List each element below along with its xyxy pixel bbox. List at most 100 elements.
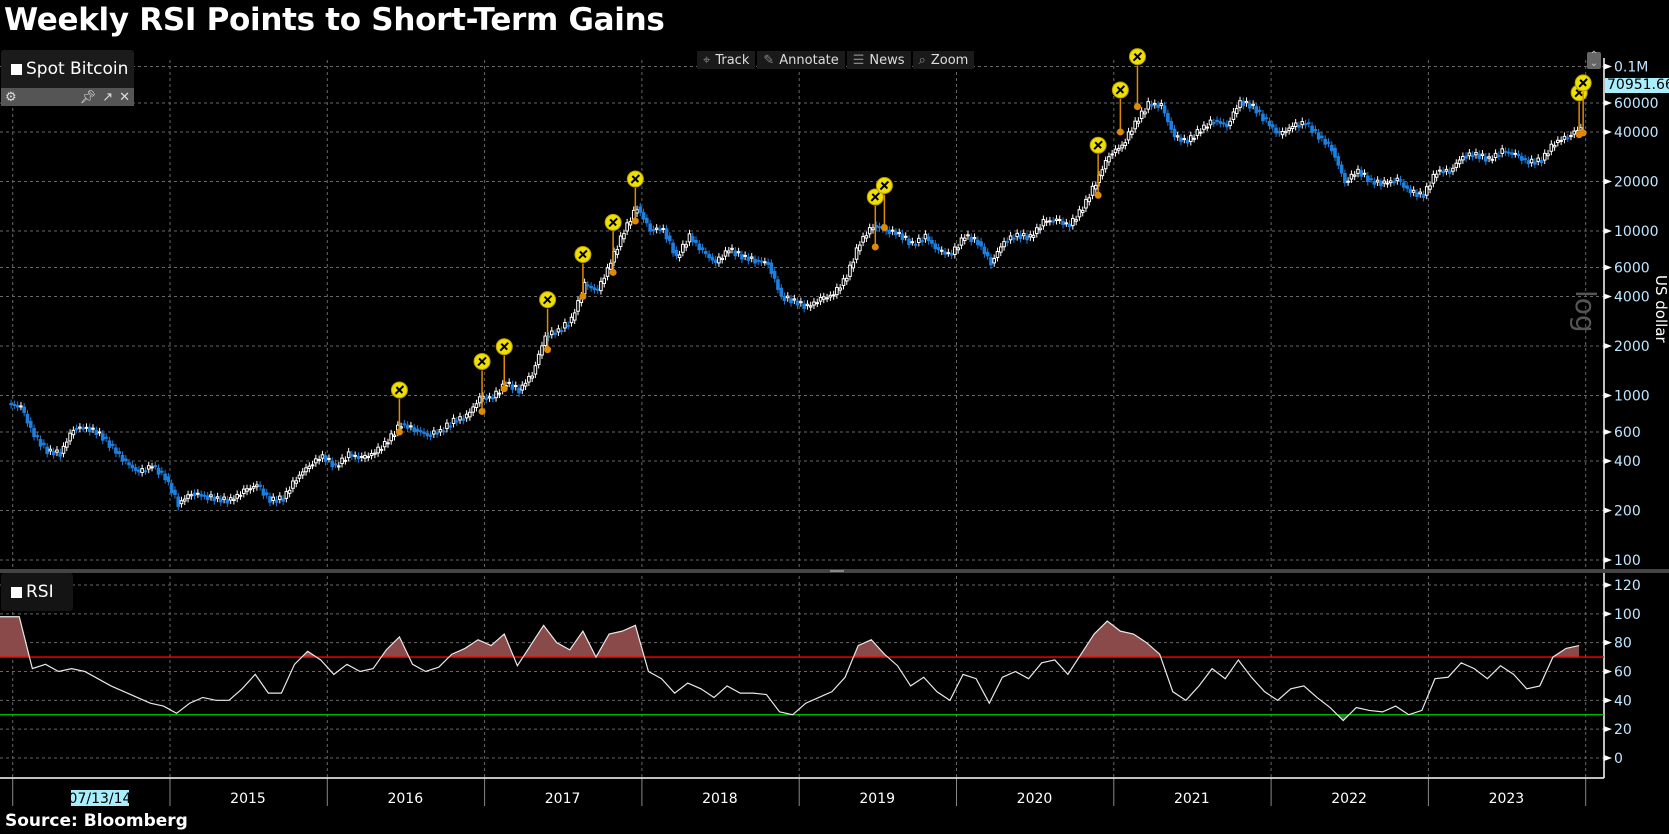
candle-down bbox=[1483, 156, 1488, 162]
price-tick-label: 400 bbox=[1614, 454, 1641, 470]
candle-up bbox=[1346, 180, 1350, 183]
candle-up bbox=[966, 234, 970, 237]
candle-down bbox=[1336, 156, 1341, 166]
price-tick-label: 4000 bbox=[1614, 289, 1650, 305]
candle-up bbox=[1077, 209, 1082, 218]
candle-down bbox=[756, 259, 761, 262]
candle-up bbox=[622, 233, 626, 240]
candle-down bbox=[1018, 234, 1023, 239]
price-tick-label: 1000 bbox=[1614, 389, 1650, 405]
candle-up bbox=[1021, 232, 1026, 237]
candle-down bbox=[35, 435, 40, 438]
candle-up bbox=[1195, 129, 1200, 136]
candle-up bbox=[1123, 142, 1128, 146]
candle-up bbox=[291, 480, 295, 489]
close-icon[interactable]: ✕ bbox=[119, 89, 130, 105]
rsi-legend[interactable]: RSI bbox=[1, 573, 73, 611]
year-label: 2020 bbox=[1017, 791, 1053, 807]
candle-up bbox=[808, 305, 813, 308]
candle-up bbox=[939, 249, 944, 252]
candle-up bbox=[1300, 121, 1305, 126]
rsi-tick-label: 20 bbox=[1614, 722, 1632, 738]
zoom-button[interactable]: ⌕ Zoom bbox=[912, 51, 975, 69]
candle-down bbox=[1241, 100, 1246, 107]
candle-up bbox=[684, 244, 688, 248]
candle-down bbox=[651, 229, 656, 232]
gear-icon[interactable]: ⚙ bbox=[5, 89, 17, 105]
candle-down bbox=[1497, 154, 1501, 157]
candle-up bbox=[1490, 158, 1495, 161]
candle-down bbox=[1339, 164, 1344, 174]
candle-down bbox=[553, 332, 557, 335]
candle-up bbox=[346, 451, 351, 459]
candle-up bbox=[858, 244, 862, 252]
candle-up bbox=[1071, 217, 1075, 227]
candle-up bbox=[1562, 135, 1567, 140]
news-button[interactable]: ☰ News bbox=[846, 51, 911, 69]
candle-down bbox=[163, 473, 167, 481]
candle-down bbox=[1221, 122, 1226, 125]
candle-up bbox=[1500, 148, 1504, 154]
expand-icon[interactable]: ↗ bbox=[102, 89, 114, 105]
candle-down bbox=[1408, 188, 1413, 194]
candle-down bbox=[772, 271, 777, 279]
candle-down bbox=[268, 496, 272, 503]
candle-up bbox=[78, 426, 82, 429]
candle-up bbox=[140, 468, 144, 474]
candle-up bbox=[68, 432, 72, 442]
candle-up bbox=[825, 297, 829, 300]
candle-down bbox=[166, 476, 171, 483]
candle-up bbox=[799, 301, 803, 304]
candle-up bbox=[844, 277, 849, 282]
candle-up bbox=[1208, 119, 1213, 126]
candle-up bbox=[1130, 130, 1134, 135]
candle-up bbox=[1461, 156, 1465, 161]
candle-down bbox=[1516, 153, 1521, 156]
candle-down bbox=[74, 428, 79, 431]
rsi-tick-label: 40 bbox=[1614, 693, 1632, 709]
candle-up bbox=[1031, 234, 1036, 238]
log-scale-label[interactable]: log bbox=[1569, 290, 1602, 333]
candle-down bbox=[81, 427, 85, 430]
rsi-tick-label: 120 bbox=[1614, 578, 1641, 594]
series-legend[interactable]: Spot Bitcoin ⚙ 📌︎ ↗ ✕ bbox=[1, 50, 134, 106]
candle-up bbox=[91, 427, 95, 430]
candle-up bbox=[146, 465, 151, 470]
pin-icon[interactable]: 📌︎ bbox=[79, 89, 97, 105]
candle-down bbox=[192, 492, 197, 496]
price-tick-label: 60000 bbox=[1614, 96, 1659, 112]
candle-up bbox=[972, 237, 977, 240]
marker-dot bbox=[500, 385, 508, 393]
candle-down bbox=[592, 287, 597, 291]
candle-up bbox=[1536, 157, 1541, 162]
candle-down bbox=[101, 433, 105, 441]
tick-arrow bbox=[1604, 264, 1612, 271]
candle-up bbox=[1110, 153, 1114, 156]
candle-up bbox=[609, 262, 613, 270]
candle-up bbox=[717, 256, 721, 264]
candle-down bbox=[160, 470, 164, 473]
candle-up bbox=[556, 328, 561, 333]
candle-down bbox=[356, 455, 361, 460]
candle-up bbox=[1434, 173, 1439, 178]
track-button[interactable]: ⌖ Track bbox=[697, 51, 756, 69]
marker-dot bbox=[1579, 129, 1587, 137]
candle-up bbox=[71, 429, 76, 436]
candle-up bbox=[458, 416, 462, 421]
highlight-date-background bbox=[71, 790, 129, 806]
candle-down bbox=[1510, 152, 1514, 155]
candle-up bbox=[687, 233, 692, 243]
annotate-button[interactable]: ✎ Annotate bbox=[757, 51, 845, 69]
candle-up bbox=[661, 227, 666, 230]
candle-up bbox=[835, 287, 839, 296]
rsi-overbought-fill bbox=[0, 616, 1580, 658]
candle-up bbox=[851, 261, 856, 269]
axis-scroll-handle[interactable]: ⌃ ⌄ bbox=[1587, 51, 1601, 69]
source-note: Source: Bloomberg bbox=[5, 811, 188, 831]
candle-down bbox=[323, 455, 328, 462]
candle-up bbox=[1556, 139, 1560, 144]
candle-up bbox=[310, 464, 315, 467]
candle-down bbox=[674, 249, 679, 256]
candle-down bbox=[405, 424, 410, 429]
price-tick-label: 600 bbox=[1614, 425, 1641, 441]
